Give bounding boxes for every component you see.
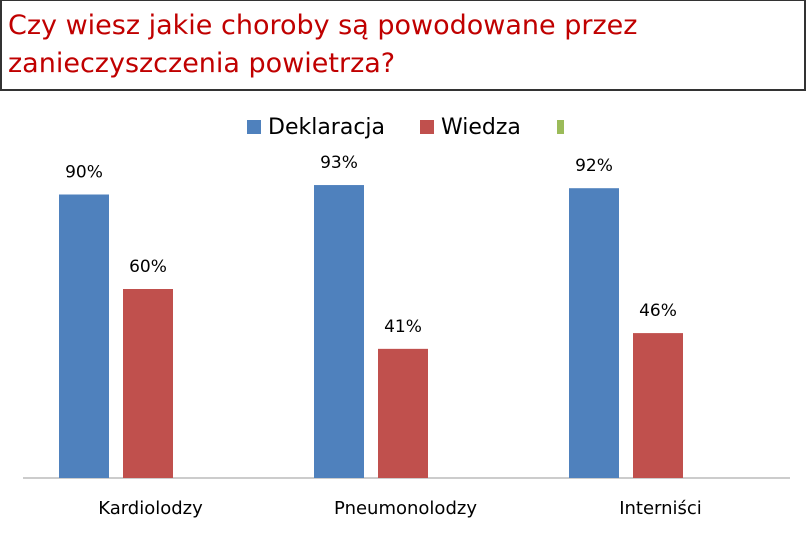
- value-label: 46%: [639, 301, 677, 321]
- x-tick-label: Pneumonolodzy: [334, 498, 477, 519]
- chart-title: Czy wiesz jakie choroby są powodowane pr…: [8, 10, 638, 79]
- legend-marker: [420, 120, 434, 134]
- value-label: 92%: [575, 156, 613, 176]
- legend-label: Deklaracja: [268, 115, 385, 140]
- bar: [314, 185, 364, 479]
- bar: [633, 333, 683, 478]
- legend-marker: [557, 120, 564, 134]
- legend-marker: [247, 120, 261, 134]
- value-label: 93%: [320, 153, 358, 173]
- value-label: 90%: [65, 163, 103, 183]
- bar: [123, 289, 173, 478]
- legend-label: Wiedza: [441, 115, 521, 140]
- bar: [59, 194, 109, 478]
- x-tick-label: Kardiolodzy: [98, 498, 203, 519]
- x-tick-label: Interniści: [619, 498, 702, 519]
- title-box: Czy wiesz jakie choroby są powodowane pr…: [0, 0, 806, 91]
- value-label: 41%: [384, 317, 422, 337]
- bar: [569, 188, 619, 478]
- value-label: 60%: [129, 257, 167, 277]
- bar: [378, 348, 428, 478]
